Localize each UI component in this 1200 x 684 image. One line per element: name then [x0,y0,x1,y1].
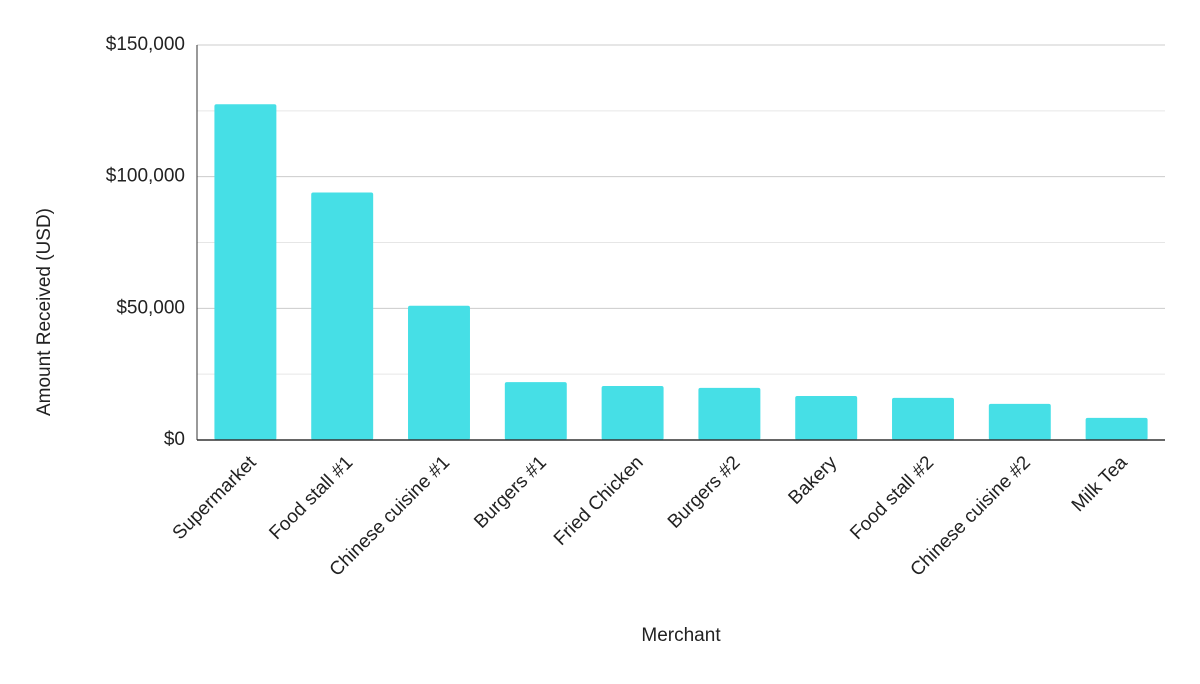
bar [408,305,470,440]
bar [892,397,954,440]
y-tick-label: $150,000 [106,34,185,55]
x-tick-label: Food stall #1 [266,452,358,544]
bar [698,387,761,440]
x-tick-label: Milk Tea [1068,452,1132,516]
bar [214,104,277,440]
x-axis-title: Merchant [641,625,721,646]
y-tick-label: $0 [164,429,185,450]
x-tick-label: Burgers #1 [470,452,551,533]
bar [1085,417,1148,440]
bar [311,192,374,440]
x-tick-label: Supermarket [169,452,261,544]
bar [988,403,1051,440]
bar [504,382,567,440]
y-axis-title: Amount Received (USD) [34,208,55,416]
bar [795,396,858,440]
x-tick-label: Fried Chicken [550,452,648,550]
x-tick-label: Burgers #2 [664,452,745,533]
bar [601,386,664,440]
x-tick-label: Food stall #2 [846,452,938,544]
x-tick-label: Bakery [785,452,842,509]
y-tick-label: $50,000 [116,297,185,318]
y-tick-label: $100,000 [106,166,185,187]
